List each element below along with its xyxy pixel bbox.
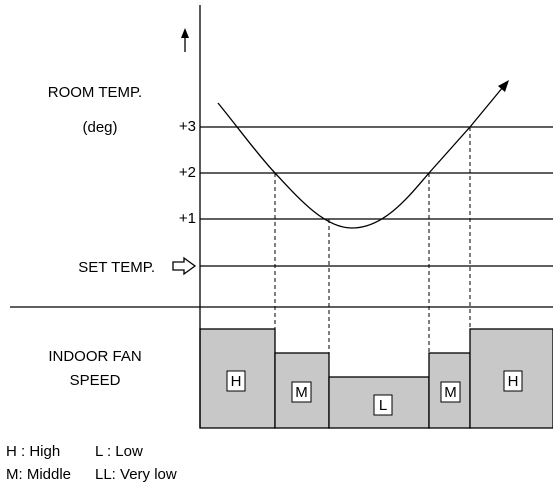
segment-label: L [379,397,387,414]
segment-box [503,370,523,392]
segment-box [226,370,246,392]
legend-item: L : Low [95,443,143,460]
segment-box [291,381,312,403]
segment-box [373,394,393,416]
set-temp-arrow [172,256,197,276]
set-temp-label: SET TEMP. [78,259,155,276]
level-label: +1 [179,210,196,227]
curve-arrow-head [498,80,509,92]
axis-label: ROOM TEMP. [48,84,142,101]
legend-item: M: Middle [6,466,71,483]
level-label: +2 [179,164,196,181]
temp-curve [217,86,504,229]
segment-label: H [231,373,242,390]
fan-label: SPEED [70,372,121,389]
up-arrow-head [181,28,189,38]
axis-unit: (deg) [82,119,117,136]
fan-label: INDOOR FAN [48,348,141,365]
segment-label: H [508,373,519,390]
segment-box [440,381,461,403]
segment-label: M [444,384,457,401]
legend-item: LL: Very low [95,466,177,483]
legend-item: H : High [6,443,60,460]
level-label: +3 [179,118,196,135]
segment-label: M [295,384,308,401]
